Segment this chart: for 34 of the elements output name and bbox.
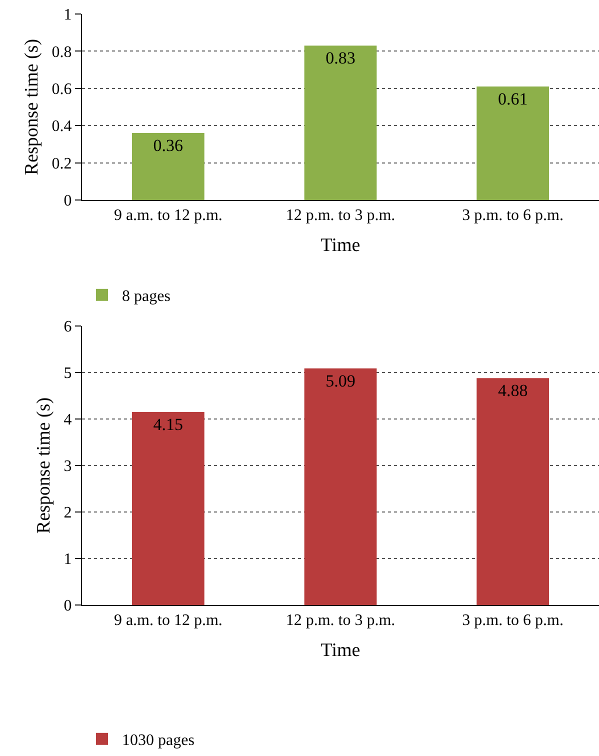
data-label: 0.83 [326,48,356,68]
y-tick-label: 1 [64,6,72,24]
y-tick-label: 0 [64,192,72,210]
x-tick-label: 9 a.m. to 12 p.m. [114,207,222,224]
y-tick-label: 4 [64,412,72,429]
bar [132,133,204,200]
x-tick-label: 3 p.m. to 6 p.m. [462,207,564,224]
bar [476,86,550,200]
y-tick-label: 2 [64,504,72,522]
x-axis-title: Time [320,640,360,661]
y-tick-label: 6 [64,318,72,336]
data-label: 4.88 [498,381,528,400]
y-tick-label: 1 [64,551,72,568]
data-label: 5.09 [326,371,356,390]
x-tick-label: 12 p.m. to 3 p.m. [286,207,396,224]
data-label: 0.61 [498,90,528,109]
y-tick-label: 0.4 [52,118,72,136]
legend-label: 8 pages [122,288,170,306]
y-tick-label: 0.2 [52,155,72,172]
y-axis-title: Response time (s) [22,38,43,176]
data-label: 0.36 [153,136,184,156]
y-tick-label: 5 [64,365,72,382]
x-axis-title: Time [320,235,360,256]
y-tick-label: 3 [64,458,72,476]
x-tick-label: 3 p.m. to 6 p.m. [462,612,564,630]
y-axis-title: Response time (s) [34,397,55,534]
y-tick-label: 0.6 [52,81,72,98]
y-tick-label: 0 [64,598,72,615]
y-tick-label: 0.8 [52,44,72,61]
bar [304,46,377,200]
data-label: 4.15 [153,415,184,434]
legend-label: 1030 pages [122,732,194,750]
x-tick-label: 12 p.m. to 3 p.m. [286,612,396,630]
x-tick-label: 9 a.m. to 12 p.m. [114,612,222,630]
